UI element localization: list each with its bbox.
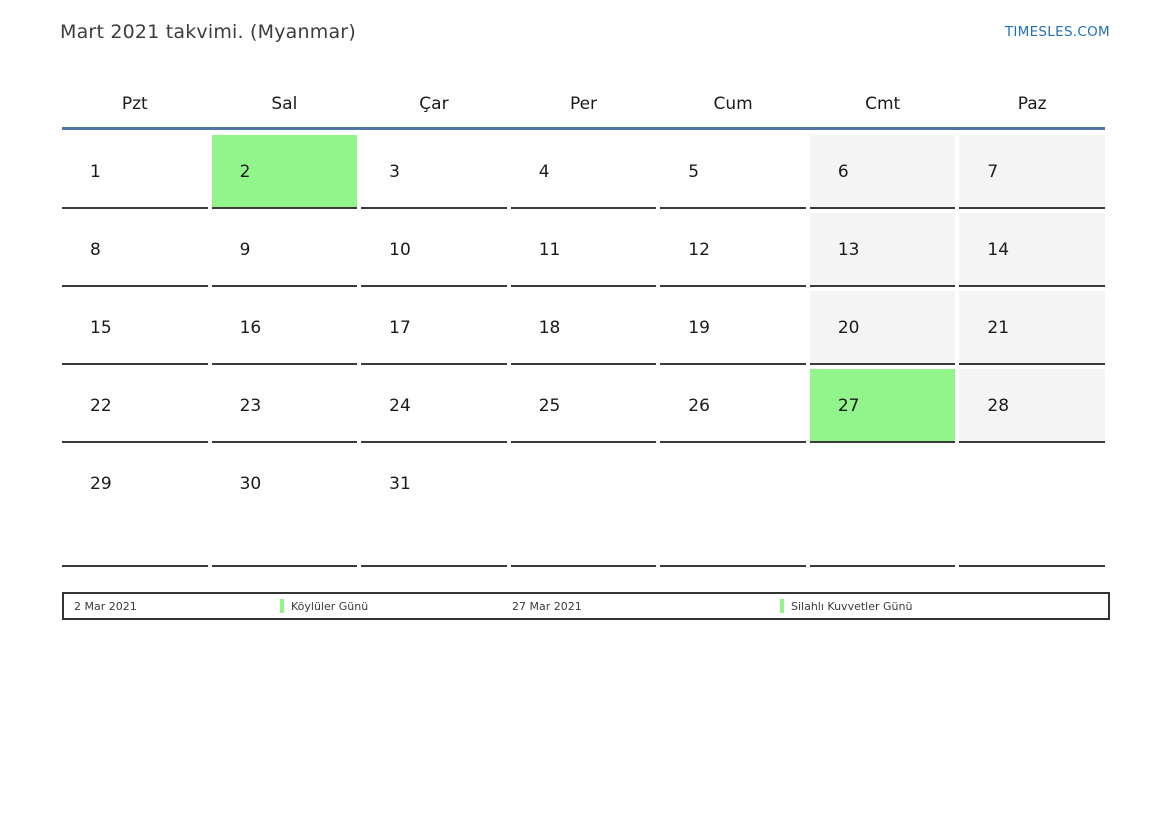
- day-cell-15: 15: [62, 291, 208, 365]
- day-cell-4: 4: [510, 135, 657, 209]
- day-cell-2: 2: [211, 135, 358, 209]
- day-cell-18: 18: [510, 291, 657, 365]
- weekday-header: Cmt: [865, 94, 901, 114]
- week-row: 8 9 10 11 12 13 14: [62, 213, 1105, 287]
- page-title: Mart 2021 takvimi. (Myanmar): [60, 21, 356, 43]
- holiday-marker-icon: [280, 599, 284, 613]
- week-row: 29 30 31: [62, 447, 1105, 567]
- day-cell-28: 28: [959, 369, 1105, 443]
- day-cell-1: 1: [62, 135, 208, 209]
- weekday-header: Sal: [271, 94, 298, 114]
- legend-holiday-name: Silahlı Kuvvetler Günü: [791, 599, 913, 613]
- day-cell-20: 20: [809, 291, 956, 365]
- calendar-grid: 1 2 3 4 5 6 7 8 9 10 11 12 13 14 15 16 17 18 19 20 21 22 23 24 2…: [62, 135, 1105, 567]
- day-cell-empty: [959, 447, 1105, 567]
- day-cell-19: 19: [660, 291, 806, 365]
- day-cell-30: 30: [211, 447, 358, 567]
- day-cell-17: 17: [361, 291, 507, 365]
- day-cell-8: 8: [62, 213, 208, 287]
- day-cell-23: 23: [211, 369, 358, 443]
- day-cell-empty: [809, 447, 956, 567]
- weekday-header: Çar: [419, 94, 449, 114]
- day-cell-10: 10: [361, 213, 507, 287]
- day-cell-13: 13: [809, 213, 956, 287]
- weekday-header: Paz: [1017, 94, 1047, 114]
- day-cell-7: 7: [959, 135, 1105, 209]
- day-cell-9: 9: [211, 213, 358, 287]
- site-link[interactable]: TIMESLES.COM: [1004, 24, 1110, 40]
- day-cell-24: 24: [361, 369, 507, 443]
- legend-holiday: Silahlı Kuvvetler Günü: [780, 594, 912, 618]
- day-cell-31: 31: [361, 447, 507, 567]
- holiday-marker-icon: [780, 599, 784, 613]
- day-cell-29: 29: [62, 447, 208, 567]
- weekday-header-row: Pzt Sal Çar Per Cum Cmt Paz: [62, 84, 1105, 130]
- day-cell-3: 3: [361, 135, 507, 209]
- day-cell-26: 26: [660, 369, 806, 443]
- day-cell-5: 5: [660, 135, 806, 209]
- weekday-header: Cum: [713, 94, 753, 114]
- legend-holiday-name: Köylüler Günü: [291, 599, 369, 613]
- day-cell-25: 25: [510, 369, 657, 443]
- day-cell-27: 27: [809, 369, 956, 443]
- holiday-legend: 2 Mar 2021 Köylüler Günü 27 Mar 2021 Sil…: [62, 592, 1110, 620]
- legend-holiday: Köylüler Günü: [280, 594, 368, 618]
- month-calendar: Pzt Sal Çar Per Cum Cmt Paz 1 2 3 4 5 6 7 8 9 10 11 12 13 1…: [62, 84, 1105, 571]
- day-cell-6: 6: [809, 135, 956, 209]
- day-cell-empty: [510, 447, 657, 567]
- weekday-header: Per: [569, 94, 598, 114]
- day-cell-11: 11: [510, 213, 657, 287]
- day-cell-empty: [660, 447, 806, 567]
- day-cell-21: 21: [959, 291, 1105, 365]
- week-row: 15 16 17 18 19 20 21: [62, 291, 1105, 365]
- legend-date: 27 Mar 2021: [512, 599, 582, 613]
- day-cell-16: 16: [211, 291, 358, 365]
- day-cell-22: 22: [62, 369, 208, 443]
- legend-date: 2 Mar 2021: [74, 599, 137, 613]
- weekday-header: Pzt: [121, 94, 148, 114]
- day-cell-14: 14: [959, 213, 1105, 287]
- week-row: 22 23 24 25 26 27 28: [62, 369, 1105, 443]
- day-cell-12: 12: [660, 213, 806, 287]
